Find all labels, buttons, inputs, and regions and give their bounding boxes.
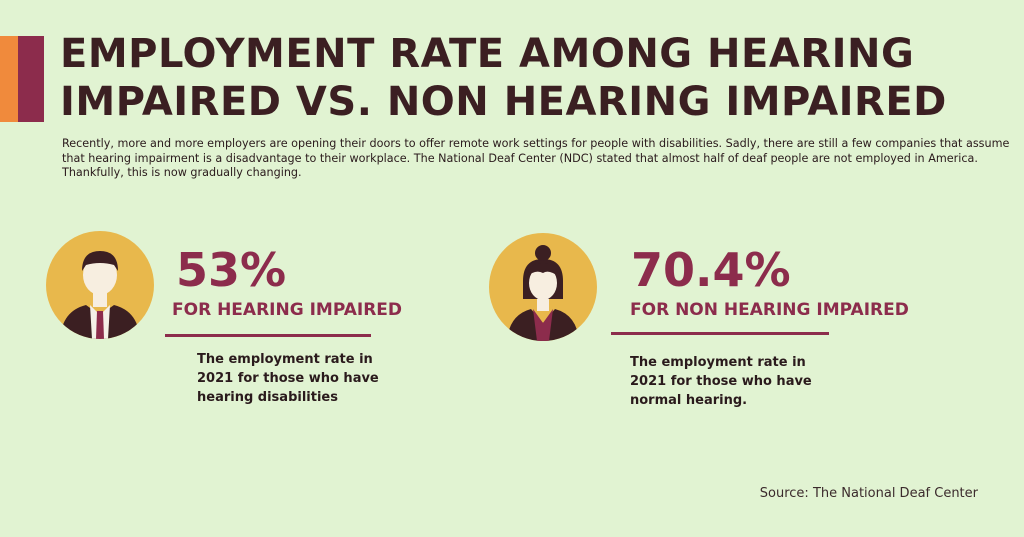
stat-value: 70.4%	[631, 243, 791, 297]
intro-paragraph: Recently, more and more employers are op…	[62, 137, 1010, 179]
stat-divider	[165, 334, 371, 337]
title-accent-bar-maroon	[18, 36, 44, 122]
stat-value: 53%	[176, 243, 287, 297]
stat-label: FOR HEARING IMPAIRED	[172, 300, 403, 320]
woman-avatar-icon	[489, 233, 597, 341]
stat-divider	[611, 332, 829, 335]
source-note: Source: The National Deaf Center	[759, 486, 978, 501]
title-accent-bar-orange	[0, 36, 18, 122]
page-title: EMPLOYMENT RATE AMONG HEARING IMPAIRED V…	[60, 31, 947, 125]
stat-description: The employment rate in 2021 for those wh…	[630, 355, 812, 408]
stat-label: FOR NON HEARING IMPAIRED	[630, 300, 909, 320]
man-avatar-icon	[46, 231, 154, 339]
stat-description: The employment rate in 2021 for those wh…	[197, 352, 379, 405]
